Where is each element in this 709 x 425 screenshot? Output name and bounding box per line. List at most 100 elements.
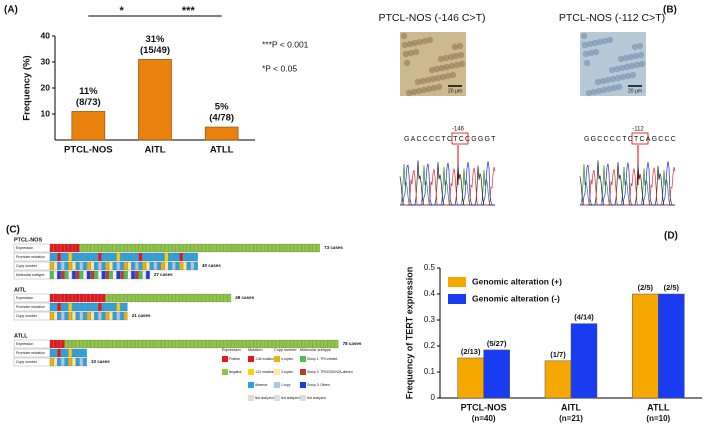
heat-cell bbox=[105, 293, 110, 303]
value-label: 11% bbox=[79, 86, 98, 97]
y-tick-label: 0.3 bbox=[424, 315, 436, 324]
heat-cell bbox=[305, 339, 309, 349]
legend-item: Not analyzed bbox=[307, 396, 326, 400]
panel-label: (B) bbox=[663, 5, 677, 16]
heat-cell bbox=[146, 252, 150, 262]
chromatogram bbox=[579, 160, 676, 206]
heat-cell bbox=[138, 339, 143, 349]
heat-cell bbox=[90, 270, 95, 280]
heat-cell bbox=[86, 261, 91, 271]
heat-cell bbox=[271, 339, 276, 349]
legend-item: Group 3: Others bbox=[307, 383, 330, 387]
heat-cell bbox=[120, 261, 124, 271]
row-label: Molecular subtype bbox=[16, 273, 44, 277]
heat-cell bbox=[160, 339, 165, 349]
heat-cell bbox=[160, 252, 165, 262]
heat-cell bbox=[83, 302, 87, 312]
heat-cell bbox=[109, 302, 113, 312]
heat-cell bbox=[316, 339, 320, 349]
heat-cell bbox=[246, 339, 250, 349]
y-tick-label: 0.4 bbox=[424, 289, 436, 298]
x-tick-label: AITL bbox=[144, 145, 165, 156]
heat-cell bbox=[120, 311, 124, 321]
heat-cell bbox=[68, 270, 73, 280]
heat-cell bbox=[168, 252, 172, 262]
heat-cell bbox=[72, 311, 76, 321]
heat-cell bbox=[86, 302, 91, 312]
heat-cell bbox=[49, 243, 54, 253]
heat-cell bbox=[116, 339, 121, 349]
heat-cell bbox=[160, 243, 165, 253]
heat-cell bbox=[183, 261, 187, 271]
heat-cell bbox=[109, 293, 113, 303]
cell bbox=[444, 72, 452, 80]
heat-cell bbox=[83, 339, 87, 349]
heat-cell bbox=[308, 243, 313, 253]
note: ***P < 0.001 bbox=[262, 39, 309, 49]
fraction-label: (4/78) bbox=[209, 113, 234, 124]
heat-cell bbox=[68, 261, 73, 271]
heat-cell bbox=[94, 270, 98, 280]
heat-cell bbox=[57, 293, 61, 303]
heat-cell bbox=[97, 311, 102, 321]
cell bbox=[403, 59, 411, 67]
heat-cell bbox=[53, 348, 58, 358]
heat-cell bbox=[86, 252, 91, 262]
heat-cell bbox=[164, 243, 169, 253]
heat-cell bbox=[194, 293, 198, 303]
value-label: (1/7) bbox=[550, 350, 566, 359]
legend-swatch bbox=[300, 356, 306, 362]
heat-cell bbox=[64, 293, 69, 303]
heat-cell bbox=[90, 311, 95, 321]
bar bbox=[457, 357, 484, 399]
heat-cell bbox=[186, 261, 191, 271]
heat-cell bbox=[97, 293, 102, 303]
heat-cell bbox=[60, 357, 65, 367]
cell bbox=[601, 37, 609, 45]
value-label: (4/14) bbox=[574, 313, 594, 322]
heat-cell bbox=[142, 270, 147, 280]
heat-cell bbox=[101, 243, 106, 253]
legend-title: Mutation bbox=[248, 348, 263, 352]
panel-label: (A) bbox=[4, 5, 18, 16]
heat-cell bbox=[194, 243, 198, 253]
heat-cell bbox=[83, 252, 87, 262]
bar bbox=[570, 323, 598, 399]
heat-cell bbox=[194, 252, 198, 262]
cell bbox=[405, 89, 413, 97]
chromatogram bbox=[399, 160, 496, 206]
heat-cell bbox=[49, 261, 54, 271]
heat-cell bbox=[83, 243, 87, 253]
heat-cell bbox=[120, 293, 124, 303]
heat-cell bbox=[60, 293, 65, 303]
heat-cell bbox=[101, 302, 106, 312]
case-count: 40 cases bbox=[202, 263, 221, 268]
cell bbox=[447, 53, 455, 61]
heat-cell bbox=[64, 302, 69, 312]
heat-cell bbox=[68, 302, 73, 312]
cell bbox=[592, 48, 600, 56]
heat-cell bbox=[131, 261, 135, 271]
heat-cell bbox=[242, 339, 246, 349]
mutation-box bbox=[451, 132, 469, 145]
heat-cell bbox=[60, 302, 65, 312]
heat-cell bbox=[316, 243, 320, 253]
heat-cell bbox=[238, 243, 243, 253]
cell bbox=[458, 60, 466, 68]
heat-cell bbox=[127, 252, 132, 262]
heat-cell bbox=[79, 339, 84, 349]
note: *P < 0.05 bbox=[262, 63, 297, 73]
heat-cell bbox=[127, 270, 132, 280]
cell bbox=[636, 42, 644, 50]
heat-cell bbox=[109, 252, 113, 262]
cell bbox=[406, 40, 414, 48]
scale-label: 20 μm bbox=[628, 88, 642, 94]
heat-cell bbox=[120, 270, 124, 280]
heat-cell bbox=[231, 339, 235, 349]
heat-cell bbox=[86, 311, 91, 321]
legend-swatch bbox=[222, 356, 228, 362]
legend-item: Group 1: TFH-related bbox=[307, 357, 337, 361]
heat-cell bbox=[227, 339, 232, 349]
cell bbox=[448, 62, 456, 70]
heat-cell bbox=[64, 357, 69, 367]
